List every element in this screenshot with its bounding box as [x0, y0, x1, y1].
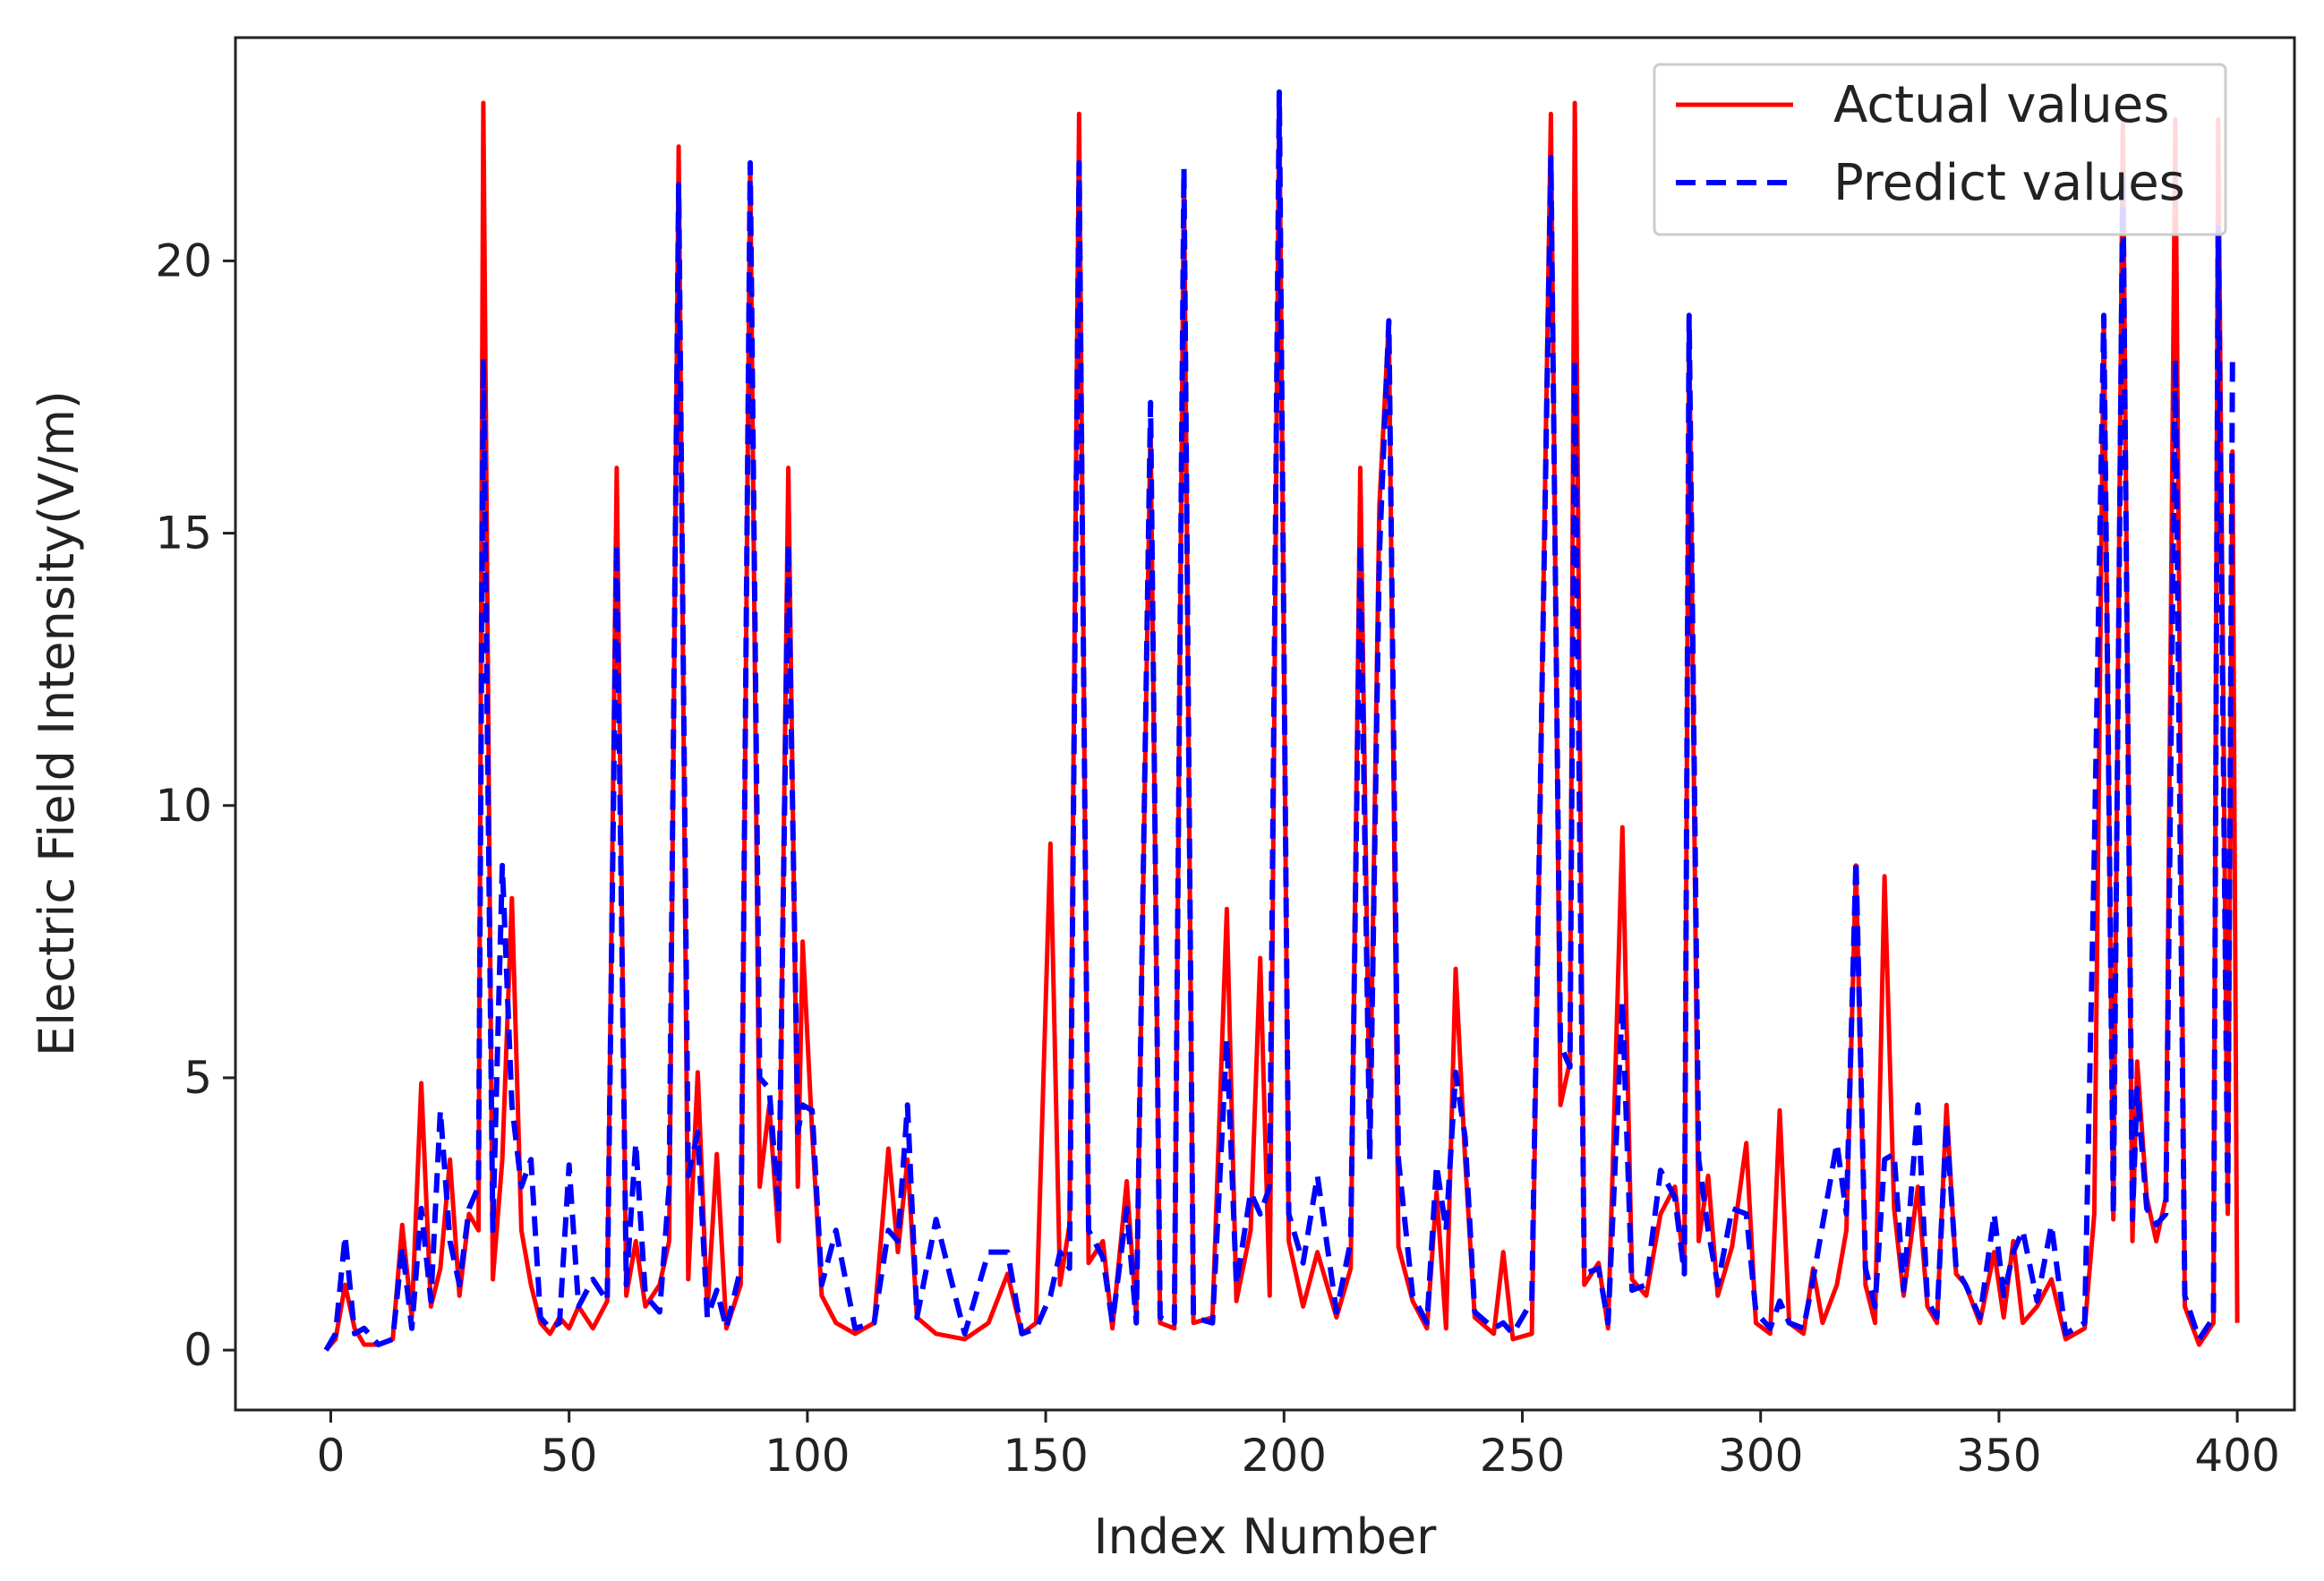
y-tick-label: 20	[155, 235, 212, 286]
x-tick-label: 400	[2194, 1430, 2279, 1482]
y-tick-label: 10	[155, 780, 212, 832]
y-axis-title: Electric Field Intensity(V/m)	[29, 390, 85, 1056]
x-tick-label: 300	[1718, 1430, 1803, 1482]
x-tick-label: 250	[1480, 1430, 1565, 1482]
x-axis: 0 50 100 150 200 250 300 350 400	[317, 1410, 2280, 1482]
y-tick-label: 15	[155, 508, 212, 560]
legend-label-predict: Predict values	[1833, 154, 2185, 212]
y-tick-label: 5	[184, 1052, 212, 1104]
x-tick-label: 150	[1003, 1430, 1088, 1482]
x-tick-label: 350	[1956, 1430, 2041, 1482]
x-tick-label: 100	[765, 1430, 850, 1482]
legend-label-actual: Actual values	[1833, 76, 2169, 134]
legend: Actual values Predict values	[1653, 63, 2227, 236]
series-line-predict	[323, 89, 2238, 1352]
plot-frame	[234, 36, 2296, 1412]
series-layer	[323, 89, 2240, 1352]
x-tick-label: 0	[317, 1430, 346, 1482]
y-tick-label: 0	[184, 1324, 212, 1376]
x-tick-label: 50	[541, 1430, 598, 1482]
y-axis: 0 5 10 15 20	[155, 235, 235, 1376]
legend-box	[1653, 63, 2227, 236]
x-tick-label: 200	[1242, 1430, 1327, 1482]
x-axis-title: Index Number	[1094, 1508, 1438, 1565]
